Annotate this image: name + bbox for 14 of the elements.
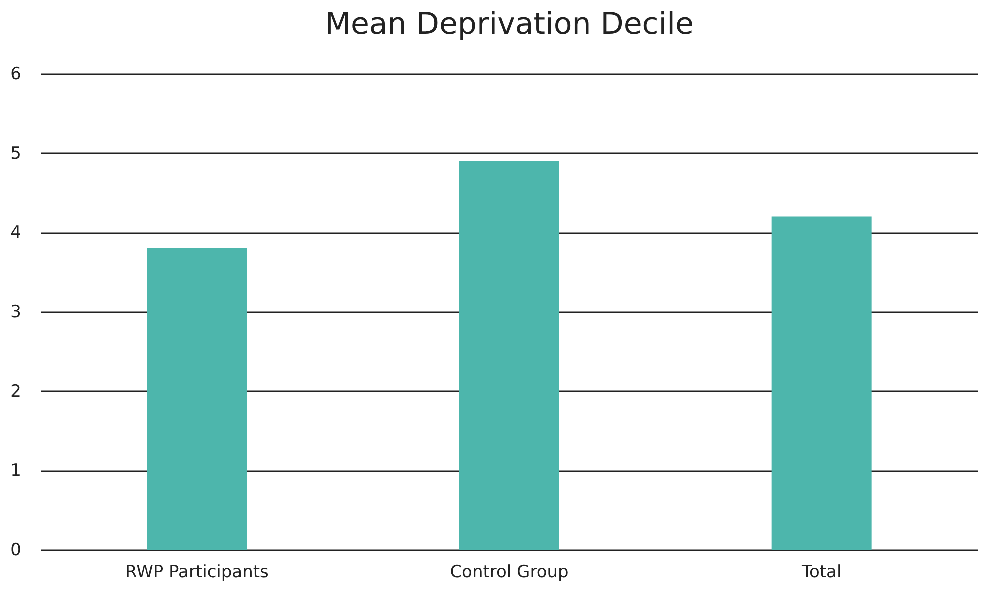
y-tick-label: 5 [10, 144, 22, 164]
y-tick-label: 3 [10, 302, 22, 322]
bar [460, 161, 560, 550]
x-tick-label: Total [800, 562, 842, 582]
bar [147, 248, 248, 550]
y-tick-label: 2 [10, 382, 22, 402]
y-tick-label: 1 [10, 461, 22, 482]
y-tick-label: 4 [10, 223, 22, 244]
y-tick-label: 6 [10, 64, 22, 84]
x-tick-label: Control Group [450, 562, 569, 582]
bar [772, 216, 872, 550]
y-tick-label: 0 [10, 540, 22, 560]
x-tick-label: RWP Participants [125, 562, 270, 582]
chart-title: Mean Deprivation Decile [325, 7, 694, 42]
